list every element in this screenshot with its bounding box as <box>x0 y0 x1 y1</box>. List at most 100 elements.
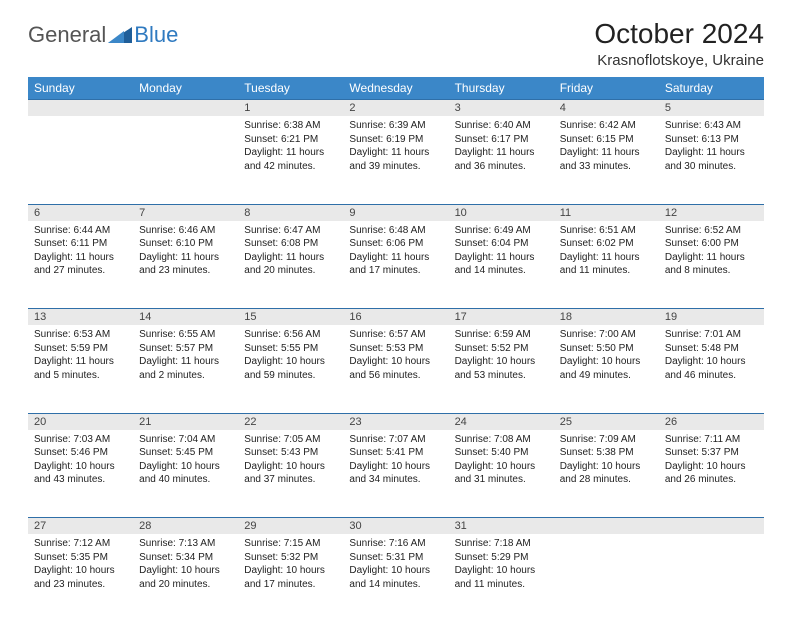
sunrise-text: Sunrise: 6:40 AM <box>455 119 548 133</box>
day-cell: Sunrise: 7:03 AMSunset: 5:46 PMDaylight:… <box>28 430 133 518</box>
day-details: Sunrise: 7:11 AMSunset: 5:37 PMDaylight:… <box>659 430 764 493</box>
daylight-text: and 20 minutes. <box>244 264 337 278</box>
sunset-text: Sunset: 5:59 PM <box>34 342 127 356</box>
brand-triangle-icon <box>108 25 132 45</box>
daylight-text: and 33 minutes. <box>560 160 653 174</box>
day-details: Sunrise: 6:48 AMSunset: 6:06 PMDaylight:… <box>343 221 448 284</box>
sunrise-text: Sunrise: 6:57 AM <box>349 328 442 342</box>
sunset-text: Sunset: 6:11 PM <box>34 237 127 251</box>
daylight-text: Daylight: 10 hours <box>560 355 653 369</box>
day-details: Sunrise: 6:38 AMSunset: 6:21 PMDaylight:… <box>238 116 343 179</box>
day-cell: Sunrise: 7:11 AMSunset: 5:37 PMDaylight:… <box>659 430 764 518</box>
day-details: Sunrise: 7:15 AMSunset: 5:32 PMDaylight:… <box>238 534 343 597</box>
sunset-text: Sunset: 5:35 PM <box>34 551 127 565</box>
day-details: Sunrise: 6:39 AMSunset: 6:19 PMDaylight:… <box>343 116 448 179</box>
day-details: Sunrise: 6:47 AMSunset: 6:08 PMDaylight:… <box>238 221 343 284</box>
day-number: 25 <box>554 413 659 430</box>
daylight-text: Daylight: 10 hours <box>349 460 442 474</box>
day-cell: Sunrise: 7:13 AMSunset: 5:34 PMDaylight:… <box>133 534 238 622</box>
sunset-text: Sunset: 6:02 PM <box>560 237 653 251</box>
sunrise-text: Sunrise: 7:01 AM <box>665 328 758 342</box>
daylight-text: and 43 minutes. <box>34 473 127 487</box>
sunrise-text: Sunrise: 7:04 AM <box>139 433 232 447</box>
sunset-text: Sunset: 5:55 PM <box>244 342 337 356</box>
daylight-text: and 11 minutes. <box>455 578 548 592</box>
daylight-text: Daylight: 11 hours <box>34 355 127 369</box>
sunset-text: Sunset: 5:32 PM <box>244 551 337 565</box>
daylight-text: and 23 minutes. <box>34 578 127 592</box>
day-cell: Sunrise: 7:01 AMSunset: 5:48 PMDaylight:… <box>659 325 764 413</box>
daylight-text: Daylight: 11 hours <box>244 146 337 160</box>
day-details: Sunrise: 6:57 AMSunset: 5:53 PMDaylight:… <box>343 325 448 388</box>
sunset-text: Sunset: 6:21 PM <box>244 133 337 147</box>
day-cell: Sunrise: 7:08 AMSunset: 5:40 PMDaylight:… <box>449 430 554 518</box>
daylight-text: and 46 minutes. <box>665 369 758 383</box>
daylight-text: and 27 minutes. <box>34 264 127 278</box>
week-body-row: Sunrise: 6:53 AMSunset: 5:59 PMDaylight:… <box>28 325 764 413</box>
day-details: Sunrise: 6:49 AMSunset: 6:04 PMDaylight:… <box>449 221 554 284</box>
day-details: Sunrise: 7:13 AMSunset: 5:34 PMDaylight:… <box>133 534 238 597</box>
daylight-text: Daylight: 11 hours <box>455 251 548 265</box>
day-number: 16 <box>343 309 448 326</box>
week-body-row: Sunrise: 6:44 AMSunset: 6:11 PM Daylight:… <box>28 221 764 309</box>
day-details: Sunrise: 6:55 AMSunset: 5:57 PMDaylight:… <box>133 325 238 388</box>
day-cell: Sunrise: 7:05 AMSunset: 5:43 PMDaylight:… <box>238 430 343 518</box>
daylight-text: Daylight: 10 hours <box>34 460 127 474</box>
daylight-text: and 17 minutes. <box>349 264 442 278</box>
day-details: Sunrise: 6:44 AMSunset: 6:11 PMDaylight:… <box>28 221 133 284</box>
day-details: Sunrise: 7:09 AMSunset: 5:38 PMDaylight:… <box>554 430 659 493</box>
day-number: 12 <box>659 204 764 221</box>
daylight-text: and 26 minutes. <box>665 473 758 487</box>
week-daynum-row: 20212223242526 <box>28 413 764 430</box>
sunrise-text: Sunrise: 6:44 AM <box>34 224 127 238</box>
daylight-text: and 40 minutes. <box>139 473 232 487</box>
sunrise-text: Sunrise: 6:56 AM <box>244 328 337 342</box>
daylight-text: Daylight: 10 hours <box>455 460 548 474</box>
day-cell: Sunrise: 7:04 AMSunset: 5:45 PMDaylight:… <box>133 430 238 518</box>
daylight-text: Daylight: 11 hours <box>349 146 442 160</box>
day-number: 6 <box>28 204 133 221</box>
day-number: 28 <box>133 518 238 535</box>
day-details: Sunrise: 7:12 AMSunset: 5:35 PMDaylight:… <box>28 534 133 597</box>
daylight-text: Daylight: 10 hours <box>349 355 442 369</box>
day-cell: Sunrise: 6:52 AMSunset: 6:00 PMDaylight:… <box>659 221 764 309</box>
day-number: 4 <box>554 100 659 117</box>
daylight-text: and 36 minutes. <box>455 160 548 174</box>
sunrise-text: Sunrise: 7:15 AM <box>244 537 337 551</box>
sunset-text: Sunset: 5:45 PM <box>139 446 232 460</box>
day-details: Sunrise: 6:59 AMSunset: 5:52 PMDaylight:… <box>449 325 554 388</box>
day-number: 1 <box>238 100 343 117</box>
sunset-text: Sunset: 5:53 PM <box>349 342 442 356</box>
daylight-text: and 17 minutes. <box>244 578 337 592</box>
day-details: Sunrise: 6:40 AMSunset: 6:17 PMDaylight:… <box>449 116 554 179</box>
day-cell: Sunrise: 7:12 AMSunset: 5:35 PMDaylight:… <box>28 534 133 622</box>
day-header: Thursday <box>449 77 554 100</box>
day-details: Sunrise: 7:04 AMSunset: 5:45 PMDaylight:… <box>133 430 238 493</box>
day-cell: Sunrise: 7:16 AMSunset: 5:31 PMDaylight:… <box>343 534 448 622</box>
daylight-text: and 5 minutes. <box>34 369 127 383</box>
sunrise-text: Sunrise: 6:49 AM <box>455 224 548 238</box>
day-cell: Sunrise: 6:40 AMSunset: 6:17 PMDaylight:… <box>449 116 554 204</box>
sunset-text: Sunset: 5:43 PM <box>244 446 337 460</box>
daylight-text: and 11 minutes. <box>560 264 653 278</box>
week-daynum-row: 2728293031 <box>28 518 764 535</box>
week-daynum-row: 6789101112 <box>28 204 764 221</box>
sunrise-text: Sunrise: 7:09 AM <box>560 433 653 447</box>
daylight-text: and 14 minutes. <box>455 264 548 278</box>
sunrise-text: Sunrise: 6:46 AM <box>139 224 232 238</box>
header: General Blue October 2024 Krasnoflotskoy… <box>28 18 764 69</box>
daylight-text: and 34 minutes. <box>349 473 442 487</box>
daylight-text: and 59 minutes. <box>244 369 337 383</box>
sunrise-text: Sunrise: 7:11 AM <box>665 433 758 447</box>
day-number: 21 <box>133 413 238 430</box>
sunset-text: Sunset: 5:41 PM <box>349 446 442 460</box>
daylight-text: and 49 minutes. <box>560 369 653 383</box>
daylight-text: Daylight: 10 hours <box>139 460 232 474</box>
sunset-text: Sunset: 6:15 PM <box>560 133 653 147</box>
day-number <box>28 100 133 117</box>
sunrise-text: Sunrise: 6:59 AM <box>455 328 548 342</box>
week-body-row: Sunrise: 7:03 AMSunset: 5:46 PMDaylight:… <box>28 430 764 518</box>
sunset-text: Sunset: 5:46 PM <box>34 446 127 460</box>
day-cell: Sunrise: 6:51 AMSunset: 6:02 PMDaylight:… <box>554 221 659 309</box>
title-block: October 2024 Krasnoflotskoye, Ukraine <box>594 18 764 69</box>
